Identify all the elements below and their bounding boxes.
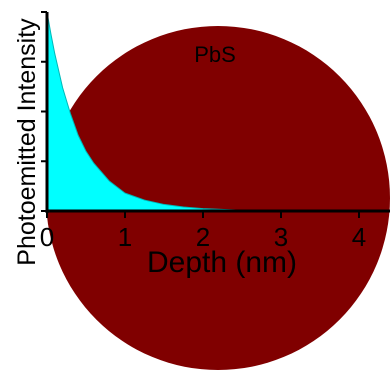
pbs-label: PbS: [194, 42, 236, 67]
x-tick-label: 2: [196, 222, 210, 252]
pbs-sphere: [46, 26, 390, 370]
x-tick-label: 0: [40, 222, 54, 252]
intensity-area: [47, 12, 390, 211]
x-axis-label: Depth (nm): [147, 246, 297, 279]
x-tick-label: 1: [118, 222, 132, 252]
x-tick-label: 3: [274, 222, 288, 252]
x-tick-label: 4: [352, 222, 366, 252]
y-axis-label: Photoemitted Intensity: [13, 18, 41, 266]
